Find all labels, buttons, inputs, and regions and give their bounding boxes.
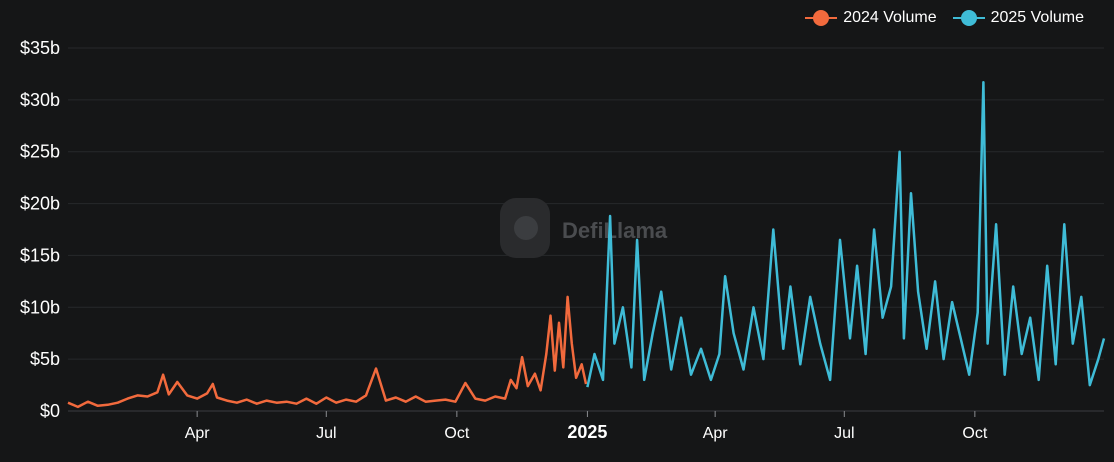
legend-label-2025: 2025 Volume bbox=[990, 9, 1084, 26]
x-tick-label: Jul bbox=[834, 425, 854, 442]
x-tick-label: Apr bbox=[703, 425, 729, 442]
y-axis: $0 $5b $10b $15b $20b $25b $30b $35b bbox=[20, 38, 60, 421]
watermark-text: DefiLlama bbox=[562, 218, 668, 243]
y-tick-label: $30b bbox=[20, 90, 60, 110]
llama-head-icon bbox=[514, 216, 538, 240]
legend: 2024 Volume 2025 Volume bbox=[805, 8, 1084, 28]
legend-swatch-2024-icon bbox=[805, 8, 838, 28]
series-line-2024 bbox=[67, 295, 588, 409]
y-tick-label: $25b bbox=[20, 142, 60, 162]
x-axis: Apr Jul Oct 2025 Apr Jul Oct bbox=[68, 410, 1104, 442]
legend-item-2025[interactable]: 2025 Volume bbox=[952, 8, 1084, 28]
x-tick-label: Jul bbox=[316, 425, 336, 442]
y-tick-label: $35b bbox=[20, 38, 60, 58]
y-tick-label: $15b bbox=[20, 245, 60, 265]
defillama-watermark: DefiLlama bbox=[500, 198, 668, 258]
y-tick-label: $20b bbox=[20, 194, 60, 214]
y-tick-label: $0 bbox=[40, 401, 60, 421]
series-line-2025 bbox=[586, 80, 1106, 388]
gridlines bbox=[68, 47, 1104, 412]
y-tick-label: $10b bbox=[20, 297, 60, 317]
legend-item-2024[interactable]: 2024 Volume bbox=[805, 8, 937, 28]
legend-label-2024: 2024 Volume bbox=[843, 9, 937, 26]
y-tick-label: $5b bbox=[30, 349, 60, 369]
x-tick-label: Oct bbox=[962, 425, 987, 442]
legend-swatch-2025-icon bbox=[952, 8, 985, 28]
x-tick-label: Apr bbox=[185, 425, 211, 442]
x-tick-label: Oct bbox=[444, 425, 469, 442]
x-tick-label: 2025 bbox=[567, 422, 607, 442]
series-lines bbox=[67, 80, 1106, 409]
